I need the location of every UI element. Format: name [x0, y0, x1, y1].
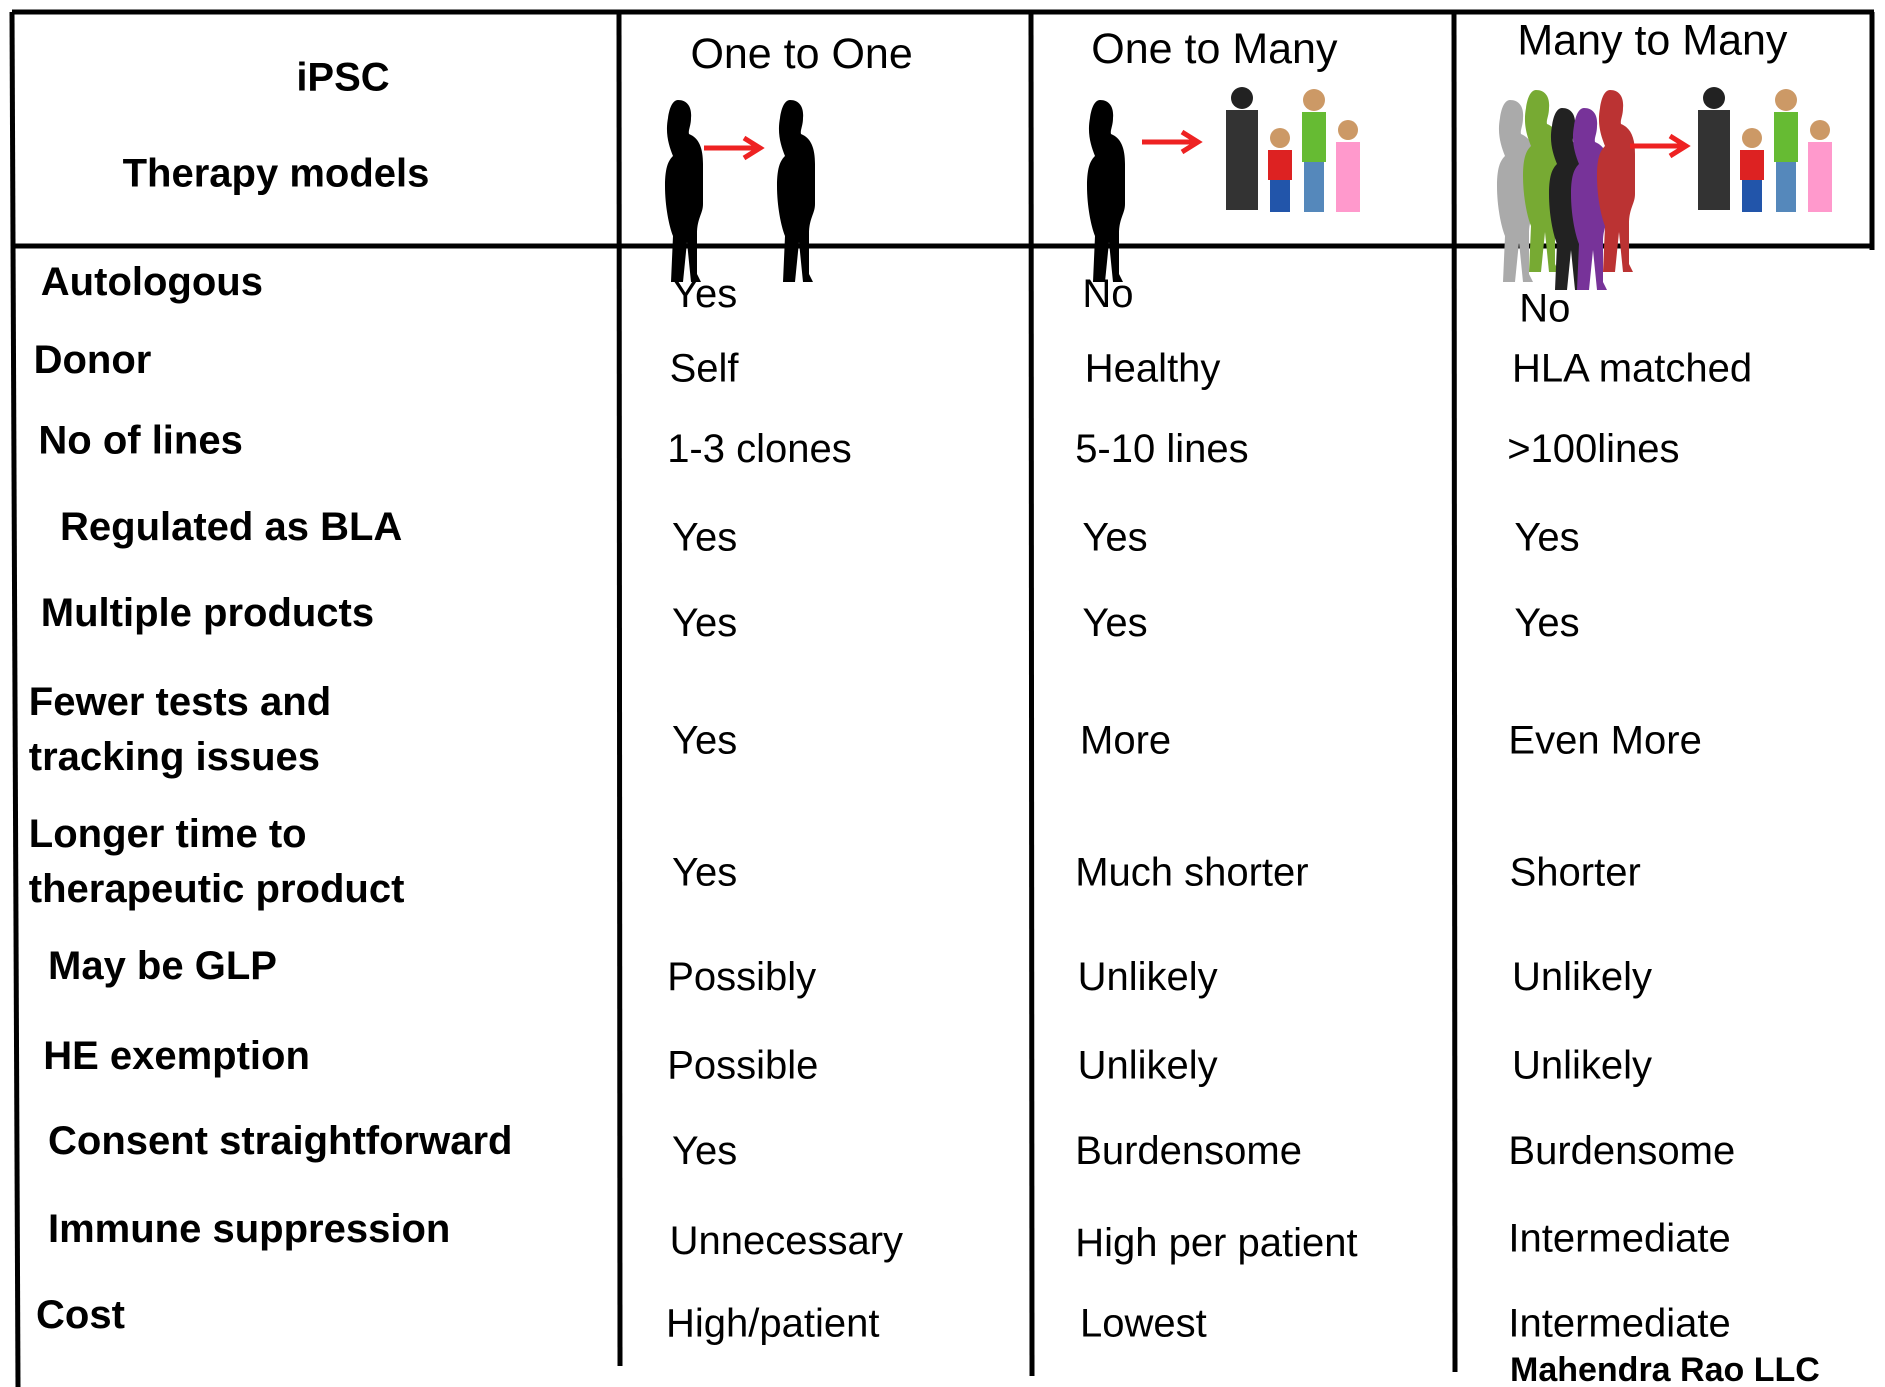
- cell: Lowest: [1080, 1302, 1207, 1346]
- cell: Even More: [1508, 718, 1701, 762]
- row-label: Immune suppression: [48, 1207, 450, 1251]
- silhouette: [665, 100, 703, 282]
- row-label: Donor: [34, 338, 152, 382]
- cell: Much shorter: [1075, 850, 1308, 894]
- column-header: One to One: [690, 30, 912, 78]
- cell: >100lines: [1507, 427, 1679, 471]
- row-label: Autologous: [41, 260, 263, 304]
- border: [9, 11, 21, 1387]
- cell: Intermediate: [1508, 1302, 1730, 1346]
- cell: No: [1519, 286, 1570, 330]
- silhouette: [1087, 100, 1125, 282]
- column-rule: [1028, 11, 1035, 1377]
- row-label: Cost: [36, 1293, 125, 1337]
- family-icon: [1698, 87, 1832, 212]
- cell: Yes: [672, 272, 737, 316]
- credit: Mahendra Rao LLC: [1510, 1351, 1820, 1387]
- cell: HLA matched: [1512, 346, 1752, 390]
- arrow: [1142, 132, 1198, 152]
- table-lines: [9, 9, 1875, 1387]
- cell: 1-3 clones: [667, 427, 852, 471]
- icons: [665, 87, 1832, 290]
- row-label: therapeutic product: [29, 867, 405, 911]
- row-label: Multiple products: [41, 591, 374, 635]
- cell: Intermediate: [1508, 1216, 1730, 1260]
- cell: Burdensome: [1075, 1129, 1302, 1173]
- cell: Yes: [672, 718, 737, 762]
- cell: Unlikely: [1512, 1044, 1652, 1088]
- cell: Yes: [1514, 516, 1579, 560]
- cell: Yes: [672, 601, 737, 645]
- cell: Yes: [672, 516, 737, 560]
- cell: Possible: [667, 1044, 818, 1088]
- cell: Unlikely: [1512, 955, 1652, 999]
- cell: Yes: [1514, 601, 1579, 645]
- column-rule: [1451, 11, 1458, 1373]
- cell: Yes: [672, 850, 737, 894]
- cell: 5-10 lines: [1075, 427, 1248, 471]
- row-label: No of lines: [38, 418, 242, 462]
- row-label: HE exemption: [43, 1034, 310, 1078]
- cell: High/patient: [666, 1302, 879, 1346]
- cell: Yes: [672, 1129, 737, 1173]
- cell: Unnecessary: [670, 1219, 903, 1263]
- arrow: [704, 138, 760, 158]
- header-title: iPSC: [296, 56, 389, 100]
- cell: More: [1080, 718, 1171, 762]
- row-label: May be GLP: [48, 944, 277, 988]
- row-label: Fewer tests and: [29, 680, 331, 724]
- row-label: Consent straightforward: [48, 1119, 512, 1163]
- cell: Unlikely: [1078, 1044, 1218, 1088]
- cell: Unlikely: [1078, 955, 1218, 999]
- cell: Shorter: [1510, 850, 1641, 894]
- cell: Yes: [1082, 601, 1147, 645]
- family-icon: [1226, 87, 1360, 212]
- cell: Burdensome: [1508, 1129, 1735, 1173]
- cell: Self: [670, 346, 740, 390]
- cell: Healthy: [1085, 346, 1221, 390]
- column-rule: [616, 11, 623, 1367]
- cell: No: [1082, 272, 1133, 316]
- row-label: Regulated as BLA: [60, 505, 402, 549]
- cell: Yes: [1082, 516, 1147, 560]
- row-label: tracking issues: [29, 735, 320, 779]
- header-title: Therapy models: [123, 152, 430, 196]
- row-label: Longer time to: [29, 812, 307, 856]
- column-header: Many to Many: [1517, 17, 1788, 65]
- silhouette: [777, 100, 815, 282]
- cell: Possibly: [667, 955, 816, 999]
- cell: High per patient: [1075, 1221, 1357, 1265]
- arrow: [1630, 136, 1686, 156]
- column-header: One to Many: [1091, 25, 1338, 73]
